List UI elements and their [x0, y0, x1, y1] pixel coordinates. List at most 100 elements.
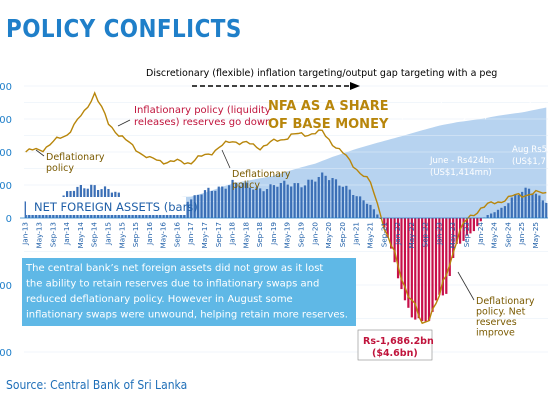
- nfa-bar: [224, 188, 227, 218]
- nfa-bar: [393, 218, 396, 263]
- nfa-share-label: NFA AS A SHARE: [268, 99, 389, 114]
- nfa-bar: [186, 201, 189, 218]
- base-money-sublabel: (as defined by CB): [400, 110, 488, 121]
- nfa-bar: [314, 181, 317, 218]
- nfa-bar: [255, 187, 258, 218]
- nfa-bar: [203, 190, 207, 218]
- nfa-bar: [417, 218, 420, 319]
- nfa-bar: [241, 183, 245, 218]
- nfa-bar: [524, 187, 527, 218]
- nfa-bar: [438, 218, 441, 295]
- nfa-bar: [414, 218, 417, 320]
- nfa-bar: [455, 218, 458, 244]
- nfa-bar: [400, 218, 403, 290]
- x-tick-label: Jan-19: [269, 222, 278, 246]
- nfa-share-label: OF BASE MONEY: [268, 117, 389, 132]
- nfa-bar: [448, 218, 451, 276]
- nfa-bars-label-bg: [26, 197, 186, 215]
- nfa-bar: [310, 179, 313, 218]
- deflationary-policy-label-3: improve: [476, 328, 515, 339]
- nfa-bar: [324, 175, 327, 218]
- june-callout: June - Rs424bn: [429, 156, 494, 166]
- nfa-bar: [283, 180, 286, 218]
- nfa-bar: [307, 179, 310, 218]
- nfa-bar: [265, 189, 269, 218]
- base-money-area: [25, 107, 547, 218]
- nfa-bar: [503, 206, 507, 218]
- nfa-bar: [376, 214, 379, 218]
- nfa-bar: [427, 218, 431, 321]
- nfa-bar: [272, 185, 276, 218]
- y-tick-label: 000: [0, 181, 12, 192]
- nfa-bar: [390, 218, 393, 249]
- nfa-bar: [493, 212, 496, 218]
- annotation-pointer: [221, 149, 231, 169]
- policy-regime-label: Discretionary (flexible) inflation targe…: [146, 68, 497, 79]
- nfa-bar: [372, 209, 376, 218]
- nfa-bar: [190, 199, 193, 218]
- nfa-bar: [327, 180, 331, 218]
- nfa-bar: [290, 186, 293, 218]
- base-money-label: RESERVE/BASE MONEY (M0): [386, 91, 555, 105]
- nfa-bar: [545, 202, 548, 218]
- x-tick-label: May-17: [200, 222, 209, 248]
- x-tick-label: Jan-21: [352, 222, 361, 246]
- nfa-bar: [262, 191, 265, 218]
- nfa-bar: [355, 196, 358, 218]
- x-tick-label: Sep-13: [48, 222, 57, 247]
- nfa-bar: [496, 209, 500, 218]
- nfa-bar: [286, 184, 289, 218]
- trough-label-line1: Rs-1,686.2bn: [363, 336, 434, 347]
- nfa-bar: [321, 172, 324, 218]
- nfa-bar: [476, 218, 479, 227]
- x-tick-label: Jan-24: [476, 222, 485, 246]
- regime-arrow-head: [350, 82, 360, 90]
- x-tick-label: May-18: [241, 222, 250, 249]
- x-tick-label: May-25: [531, 222, 540, 248]
- x-tick-label: Jan-22: [393, 222, 402, 246]
- nfa-bar: [341, 186, 344, 218]
- x-tick-label: May-24: [490, 222, 499, 249]
- nfa-bar: [279, 183, 282, 218]
- nfa-bar: [300, 187, 303, 218]
- x-tick-label: Sep-22: [421, 222, 430, 247]
- x-tick-label: Jan-17: [186, 222, 195, 246]
- nfa-bar: [486, 215, 489, 218]
- deflationary-policy-label-3: policy. Net: [476, 307, 526, 318]
- nfa-bar: [541, 200, 544, 218]
- deflationary-policy-label-2: Deflationary: [232, 169, 291, 180]
- aug-callout: (US$1,710,m): [512, 157, 560, 167]
- x-tick-label: Sep-24: [503, 222, 512, 248]
- nfa-bar: [386, 218, 389, 238]
- nfa-bar: [424, 218, 427, 322]
- base-money-area-path: [25, 107, 547, 218]
- nfa-bar: [210, 191, 213, 218]
- nfa-share-line: [25, 91, 547, 325]
- x-tick-label: Jan-15: [104, 222, 113, 246]
- y-tick-label: 000: [0, 281, 12, 292]
- nfa-bar: [462, 218, 465, 241]
- x-tick-label: Jan-14: [62, 222, 71, 246]
- nfa-bar: [490, 213, 493, 218]
- nfa-bar: [231, 179, 234, 218]
- nfa-bar: [248, 187, 251, 218]
- annotations: Discretionary (flexible) inflation targe…: [22, 68, 560, 361]
- nfa-bar: [217, 186, 220, 218]
- x-tick-label: Jan-23: [434, 222, 443, 246]
- nfa-bar: [245, 182, 248, 218]
- nfa-bar: [469, 218, 472, 234]
- nfa-bar: [534, 193, 538, 218]
- x-tick-label: May-22: [407, 222, 416, 248]
- nfa-bar: [465, 218, 469, 236]
- source-note: Source: Central Bank of Sri Lanka: [6, 378, 188, 392]
- x-tick-label: Sep-19: [297, 222, 306, 248]
- nfa-bar: [362, 200, 365, 218]
- narrative-text: inflationary swaps were unwound, helping…: [26, 310, 348, 321]
- nfa-bar: [507, 203, 510, 218]
- inflationary-policy-label: releases) reserves go down: [134, 117, 271, 128]
- nfa-bar: [396, 218, 400, 279]
- nfa-bar: [510, 197, 513, 218]
- nfa-bar: [359, 196, 362, 218]
- nfa-bar: [434, 218, 438, 301]
- y-tick-label: 000: [0, 115, 12, 126]
